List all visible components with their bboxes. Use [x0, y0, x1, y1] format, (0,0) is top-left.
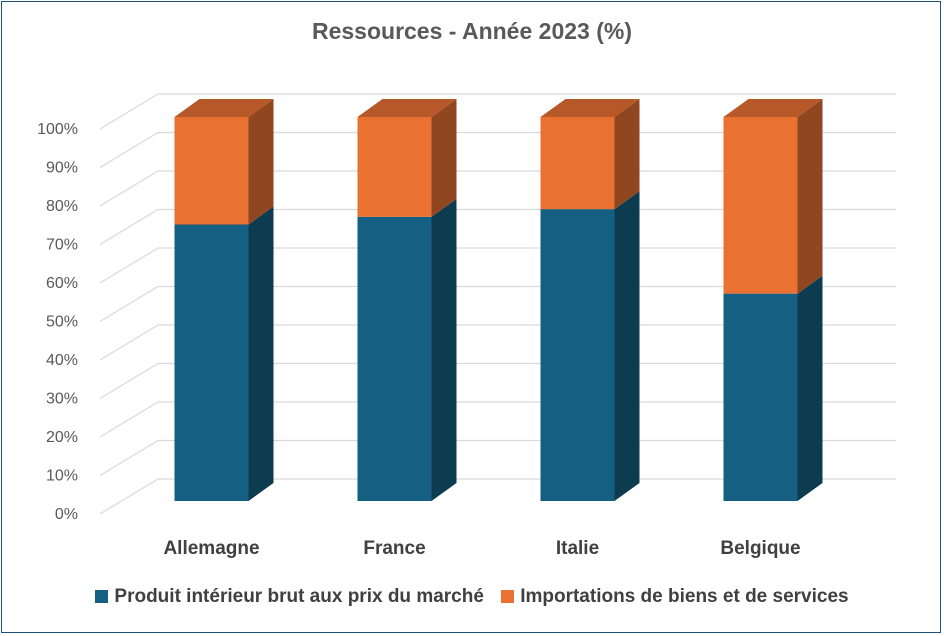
chart-title: Ressources - Année 2023 (%)	[311, 18, 632, 44]
legend-item-imports: Importations de biens et de services	[501, 586, 849, 608]
bar-front	[357, 117, 432, 217]
bar-side	[431, 198, 457, 501]
bar-front	[357, 216, 432, 501]
category-label: France	[363, 538, 425, 559]
category-label: Belgique	[720, 538, 800, 559]
y-tick-label: 20%	[46, 429, 78, 446]
y-tick-label: 60%	[46, 275, 78, 292]
bar-side	[248, 206, 274, 501]
gridline	[99, 401, 896, 438]
gridline	[99, 324, 896, 361]
bar-front	[723, 117, 798, 294]
category-label: Italie	[556, 538, 599, 559]
gridline	[99, 208, 896, 246]
bar-top	[174, 99, 274, 117]
bar-top	[357, 99, 457, 117]
gridline	[99, 478, 896, 515]
y-tick-label: 100%	[37, 121, 78, 138]
bar-side	[614, 99, 640, 210]
y-tick-label: 80%	[46, 198, 78, 215]
bar-side	[614, 191, 640, 501]
gridline	[99, 285, 896, 323]
bar-side	[797, 99, 823, 294]
gridline	[99, 247, 896, 284]
legend-label-imports: Importations de biens et de services	[520, 586, 849, 607]
gridline	[99, 131, 896, 169]
legend-swatch-imports	[501, 590, 515, 603]
bar-top	[540, 99, 640, 117]
category-label: Allemagne	[163, 538, 259, 559]
bar-front	[174, 224, 249, 501]
bar-front	[540, 117, 615, 210]
bar-side	[797, 275, 823, 501]
y-tick-label: 70%	[46, 237, 78, 254]
legend-swatch-gdp	[95, 590, 109, 603]
y-tick-label: 90%	[46, 160, 78, 177]
gridline	[99, 93, 896, 130]
bar-side	[248, 99, 274, 225]
legend-item-gdp: Produit intérieur brut aux prix du march…	[95, 586, 484, 608]
gridline	[99, 362, 896, 400]
gridline	[99, 170, 896, 207]
legend-label-gdp: Produit intérieur brut aux prix du march…	[114, 586, 484, 607]
y-tick-label: 50%	[46, 314, 78, 331]
legend: Produit intérieur brut aux prix du march…	[0, 586, 944, 608]
bar-side	[431, 99, 457, 217]
bar-front	[540, 209, 615, 501]
bar-front	[174, 117, 249, 225]
y-tick-label: 30%	[46, 391, 78, 408]
bar-top	[723, 99, 823, 117]
gridline	[99, 439, 896, 477]
y-tick-label: 0%	[55, 506, 78, 523]
bar-front	[723, 293, 798, 501]
y-tick-label: 10%	[46, 468, 78, 485]
y-tick-label: 40%	[46, 352, 78, 369]
